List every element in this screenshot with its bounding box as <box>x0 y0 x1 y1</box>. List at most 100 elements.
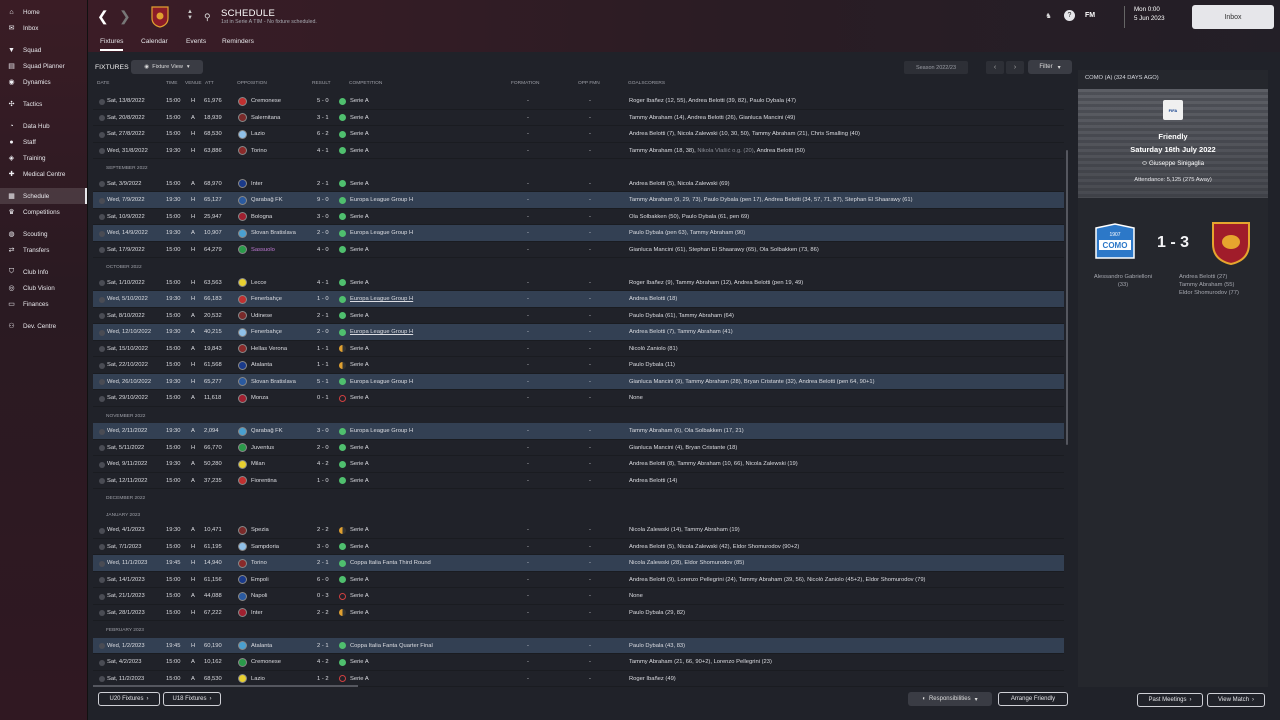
responsibilities-button[interactable]: ◐ Responsibilities ▾ <box>908 692 992 706</box>
table-row[interactable]: Wed, 12/10/2022 19:30 A 40,215 Fenerbahçe 2 -… <box>93 324 1064 341</box>
opponent-crest-icon[interactable] <box>238 113 247 122</box>
row-select-icon[interactable] <box>99 428 105 435</box>
competition-cell[interactable]: Europa League Group H <box>350 230 414 236</box>
competition-cell[interactable]: Serie A <box>350 527 369 533</box>
opponent-crest-icon[interactable] <box>238 558 247 568</box>
opponent-crest-icon[interactable] <box>238 344 247 353</box>
table-row[interactable]: Sat, 22/10/2022 15:00 H 61,568 Atalanta 1 - 1… <box>93 357 1064 374</box>
roma-crest-icon[interactable] <box>1210 220 1252 266</box>
competition-cell[interactable]: Serie A <box>350 98 369 104</box>
col-att[interactable]: ATT <box>205 81 214 86</box>
opponent-crest-icon[interactable] <box>238 591 247 601</box>
table-row[interactable]: Sat, 4/2/2023 15:00 A 10,162 Cremonese 4 - 2 S… <box>93 654 1064 671</box>
row-select-icon[interactable] <box>99 98 105 105</box>
sidebar-item-finances[interactable]: ▭ Finances <box>0 296 87 312</box>
opponent-crest-icon[interactable] <box>238 327 247 337</box>
competition-cell[interactable]: Serie A <box>350 147 369 154</box>
opponent-crest-icon[interactable] <box>238 641 247 650</box>
table-row[interactable]: Sat, 1/10/2022 15:00 H 63,563 Lecce 4 - 1 Seri… <box>93 275 1064 291</box>
competition-cell[interactable]: Serie A <box>350 345 369 352</box>
forward-arrow-icon[interactable]: ❯ <box>119 8 131 24</box>
competition-cell[interactable]: Serie A <box>350 213 369 220</box>
row-select-icon[interactable] <box>99 247 105 253</box>
sidebar-item-staff[interactable]: ● Staff <box>0 134 87 150</box>
fixture-view-button[interactable]: ◉ Fixture View ▾ <box>131 60 203 74</box>
competition-cell[interactable]: Serie A <box>350 444 369 451</box>
opponent-name[interactable]: Torino <box>251 147 267 154</box>
arrange-friendly-button[interactable]: Arrange Friendly <box>998 692 1068 706</box>
competition-cell[interactable]: Europa League Group H <box>350 378 414 385</box>
row-select-icon[interactable] <box>99 296 105 303</box>
como-crest-icon[interactable]: COMO 1907 <box>1094 222 1136 264</box>
sidebar-item-club-vision[interactable]: ◎ Club Vision <box>0 280 87 296</box>
table-row[interactable]: Wed, 11/1/2023 19:45 H 14,940 Torino 2 - 1 Cop… <box>93 555 1064 572</box>
past-meetings-button[interactable]: Past Meetings › <box>1137 693 1203 707</box>
sidebar-item-dynamics[interactable]: ◉ Dynamics <box>0 74 87 90</box>
search-icon[interactable]: ⚲ <box>204 12 211 22</box>
competition-cell[interactable]: Europa League Group H <box>350 296 414 302</box>
row-select-icon[interactable] <box>99 214 105 220</box>
sidebar-item-dev-centre[interactable]: ⚇ Dev. Centre <box>0 318 87 334</box>
game-date[interactable]: Mon 0:00 5 Jun 2023 <box>1124 6 1184 28</box>
competition-cell[interactable]: Serie A <box>350 395 369 401</box>
tab-calendar[interactable]: Calendar <box>141 38 168 45</box>
table-row[interactable]: Wed, 7/9/2022 19:30 H 65,127 Qarabağ FK 9 - 0… <box>93 192 1064 209</box>
opponent-crest-icon[interactable] <box>238 228 247 238</box>
sidebar-item-competitions[interactable]: ♛ Competitions <box>0 204 87 220</box>
table-row[interactable]: Sat, 27/8/2022 15:00 H 68,530 Lazio 6 - 2 Seri… <box>93 126 1064 143</box>
opponent-crest-icon[interactable] <box>238 245 247 254</box>
competition-cell[interactable]: Serie A <box>350 461 369 467</box>
row-select-icon[interactable] <box>99 527 105 534</box>
opponent-name[interactable]: Atalanta <box>251 362 273 368</box>
row-select-icon[interactable] <box>99 346 105 352</box>
col-venue[interactable]: VENUE <box>185 81 202 86</box>
competition-cell[interactable]: Coppa Italia Fanta Quarter Final <box>350 642 433 649</box>
season-selector[interactable]: Season 2022/23 <box>904 61 968 74</box>
horizontal-scrollbar[interactable] <box>93 685 358 687</box>
table-row[interactable]: Wed, 31/8/2022 19:30 H 63,886 Torino 4 - 1 Ser… <box>93 143 1064 159</box>
opponent-crest-icon[interactable] <box>238 377 247 386</box>
table-row[interactable]: Wed, 1/2/2023 19:45 H 60,190 Atalanta 2 - 1 Co… <box>93 637 1064 654</box>
competition-cell[interactable]: Serie A <box>350 576 369 583</box>
table-row[interactable]: Sat, 7/1/2023 15:00 H 61,195 Sampdoria 3 - 0 S… <box>93 539 1064 555</box>
row-select-icon[interactable] <box>99 230 105 237</box>
sidebar-item-scouting[interactable]: ◍ Scouting <box>0 226 87 242</box>
col-time[interactable]: TIME <box>166 81 178 86</box>
row-select-icon[interactable] <box>99 445 105 451</box>
sidebar-item-squad[interactable]: ▼ Squad <box>0 42 87 58</box>
row-select-icon[interactable] <box>99 544 105 550</box>
opponent-crest-icon[interactable] <box>238 212 247 221</box>
opponent-name[interactable]: Juventus <box>251 444 275 451</box>
col-result[interactable]: RESULT <box>312 81 331 86</box>
back-arrow-icon[interactable]: ❮ <box>97 8 109 24</box>
next-season-icon[interactable]: › <box>1006 61 1024 74</box>
help-icon[interactable]: ? <box>1064 10 1075 21</box>
row-select-icon[interactable] <box>99 379 105 385</box>
opponent-name[interactable]: Monza <box>251 395 269 401</box>
u18-fixtures-button[interactable]: U18 Fixtures › <box>163 692 221 706</box>
opponent-crest-icon[interactable] <box>238 657 247 667</box>
prev-season-icon[interactable]: ‹ <box>986 61 1004 74</box>
row-select-icon[interactable] <box>99 313 105 319</box>
row-select-icon[interactable] <box>99 610 105 616</box>
table-row[interactable]: Sat, 17/9/2022 15:00 H 64,279 Sassuolo 4 - 0 S… <box>93 242 1064 258</box>
opponent-name[interactable]: Inter <box>251 609 263 616</box>
opponent-crest-icon[interactable] <box>238 674 247 683</box>
sidebar-item-inbox[interactable]: ✉ Inbox <box>0 20 87 36</box>
opponent-name[interactable]: Cremonese <box>251 98 281 104</box>
row-select-icon[interactable] <box>99 461 105 468</box>
competition-cell[interactable]: Serie A <box>350 477 369 484</box>
row-select-icon[interactable] <box>99 643 105 649</box>
opponent-crest-icon[interactable] <box>238 360 247 370</box>
opponent-name[interactable]: Napoli <box>251 593 268 599</box>
competition-cell[interactable]: Europa League Group H <box>350 329 414 335</box>
tab-fixtures[interactable]: Fixtures <box>100 38 124 51</box>
vertical-scrollbar[interactable] <box>1066 150 1068 445</box>
table-row[interactable]: Sat, 20/8/2022 15:00 A 18,939 Salernitana 3 -… <box>93 110 1064 126</box>
fm-logo[interactable]: FM <box>1085 12 1096 19</box>
col-formation[interactable]: FORMATION <box>511 81 540 86</box>
sidebar-item-home[interactable]: ⌂ Home <box>0 4 87 20</box>
sidebar-item-data-hub[interactable]: ◔ Data Hub <box>0 118 87 134</box>
sidebar-item-schedule[interactable]: ▦ Schedule <box>0 188 87 204</box>
opponent-name[interactable]: Atalanta <box>251 642 273 649</box>
